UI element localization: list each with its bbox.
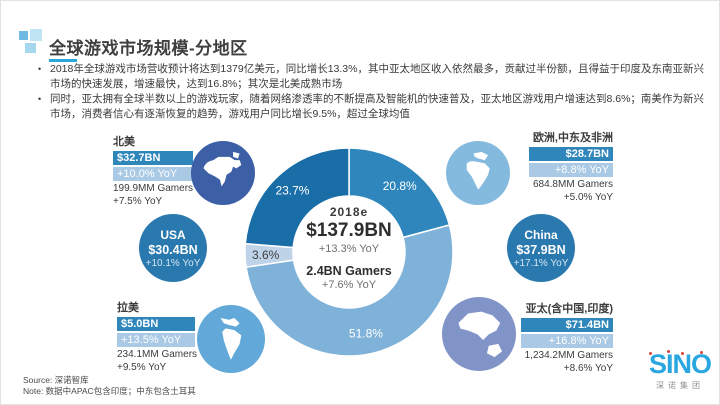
logo-accent-dot [667,350,670,353]
region-stats-latam: 拉美 $5.0BN +13.5% YoY 234.1MM Gamers +9.5… [117,299,201,374]
south-america-map-icon [197,305,265,373]
china-value-circle: China $37.9BN +17.1% YoY [507,214,575,282]
bullet-market-size: 2018年全球游戏市场营收预计将达到1379亿美元，同比增长13.3%，其中亚太… [37,62,705,91]
country-name: USA [160,227,186,242]
region-label: 北美 [113,136,135,148]
logo-accent-dot [700,351,703,354]
deco-square-icon [19,31,28,40]
logo-accent-dot [649,352,652,355]
sino-logo: SINO 深诺集团 [645,349,715,391]
revenue-bar: $28.7BN [529,147,613,161]
gamers-count: 1,234.2MM Gamers [524,350,613,361]
data-note: Note: 数据中APAC包含印度；中东包含土耳其 [23,386,196,396]
title-accent-bar [49,59,77,62]
region-stats-emea: 欧洲,中东及非洲 $28.7BN +8.8% YoY 684.8MM Gamer… [471,129,613,204]
revenue-yoy-bar: +13.5% YoY [117,333,195,347]
logo-accent-dot [681,352,684,355]
center-revenue-yoy: +13.3% YoY [318,243,380,255]
donut-chart: 20.8% 51.8% 3.6% 23.7% [244,147,454,357]
donut-center-label: 2018e $137.9BN +13.3% YoY 2.4BN Gamers +… [289,205,409,291]
country-name: China [524,227,558,242]
page-title: 全球游戏市场规模-分地区 [49,39,248,58]
region-label: 拉美 [117,302,139,314]
revenue-yoy-bar: +16.8% YoY [521,334,613,348]
donut-slice-value-emea: 20.8% [383,179,417,193]
gamers-yoy: +5.0% YoY [563,191,613,203]
gamers-yoy: +8.6% YoY [563,362,613,374]
gamers-yoy: +9.5% YoY [117,361,167,373]
donut-slice-apac [245,224,454,357]
center-revenue: $137.9BN [306,220,392,241]
revenue-bar: $71.4BN [521,318,613,332]
asia-pacific-map-icon [442,297,516,371]
europe-africa-map-icon [446,141,510,205]
country-revenue: $30.4BN [148,242,198,257]
north-america-map-icon [191,141,255,205]
footer-notes: Source: 深诺智库 Note: 数据中APAC包含印度；中东包含土耳其 [23,375,196,397]
region-stats-north-america: 北美 $32.7BN +10.0% YoY 199.9MM Gamers +7.… [113,133,197,208]
region-stats-apac: 亚太(含中国,印度) $71.4BN +16.8% YoY 1,234.2MM … [501,300,613,375]
donut-slice-value-latam: 3.6% [252,248,280,262]
donut-slice-value-na: 23.7% [275,184,309,198]
donut-slice-emea [348,147,451,239]
region-label: 欧洲,中东及非洲 [532,132,613,144]
revenue-yoy-bar: +10.0% YoY [113,167,193,181]
center-gamers-yoy: +7.6% YoY [321,279,377,291]
sino-logo-wordmark: SINO [648,349,712,379]
revenue-bar: $5.0BN [117,317,195,331]
donut-slice-na [244,147,350,249]
gamers-count: 199.9MM Gamers [113,183,194,194]
gamers-count: 684.8MM Gamers [532,179,613,190]
summary-bullets: 2018年全球游戏市场营收预计将达到1379亿美元，同比增长13.3%，其中亚太… [37,62,705,122]
country-yoy: +17.1% YoY [513,257,569,269]
sino-logo-subtitle: 深诺集团 [656,381,704,390]
usa-value-circle: USA $30.4BN +10.1% YoY [139,214,207,282]
country-yoy: +10.1% YoY [145,257,201,269]
donut-slice-value-apac: 51.8% [349,327,383,341]
deco-square-icon [25,43,36,53]
center-year: 2018e [329,205,369,219]
source-note: Source: 深诺智库 [23,375,89,385]
revenue-yoy-bar: +8.8% YoY [529,163,613,177]
revenue-bar: $32.7BN [113,151,193,165]
bullet-gamers: 同时，亚太拥有全球半数以上的游戏玩家，随着网络渗透率的不断提高及智能机的快速普及… [37,92,705,121]
center-gamers: 2.4BN Gamers [306,264,392,278]
country-revenue: $37.9BN [516,242,566,257]
gamers-yoy: +7.5% YoY [113,195,163,207]
gamers-count: 234.1MM Gamers [117,349,198,360]
deco-square-icon [30,29,42,41]
region-label: 亚太(含中国,印度) [525,303,613,315]
